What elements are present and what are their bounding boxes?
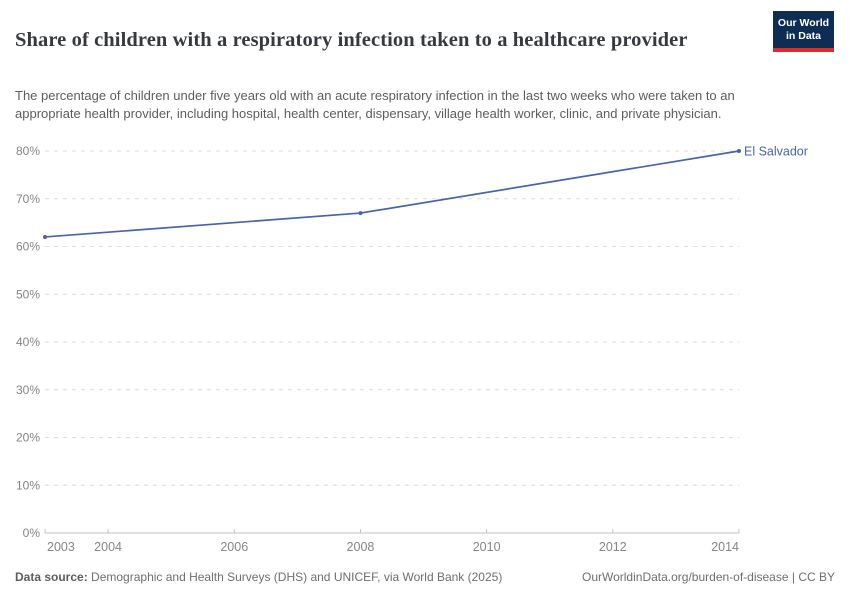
owid-logo: Our World in Data xyxy=(773,11,834,52)
y-tick-label: 50% xyxy=(16,287,40,301)
owid-logo-box: Our World in Data xyxy=(773,11,834,48)
x-tick-label: 2008 xyxy=(347,540,375,554)
x-tick-label: 2004 xyxy=(94,540,122,554)
chart-subtitle: The percentage of children under five ye… xyxy=(15,88,735,121)
data-point xyxy=(43,234,47,239)
owid-logo-red-bar xyxy=(773,48,834,52)
data-source-text: Data source: Demographic and Health Surv… xyxy=(15,570,502,584)
x-tick-label: 2010 xyxy=(473,540,501,554)
data-source-value: Demographic and Health Surveys (DHS) and… xyxy=(87,570,503,584)
y-tick-label: 70% xyxy=(16,192,40,206)
y-tick-label: 80% xyxy=(16,144,40,158)
x-tick-label: 2006 xyxy=(220,540,248,554)
x-tick-label: 2014 xyxy=(711,540,739,554)
chart-footer: Data source: Demographic and Health Surv… xyxy=(15,570,835,584)
series-label: El Salvador xyxy=(744,144,808,158)
data-point xyxy=(737,149,741,153)
owid-logo-line2: in Data xyxy=(785,30,821,42)
owid-logo-line1: Our World xyxy=(777,17,830,29)
series-line xyxy=(44,150,740,238)
data-point xyxy=(358,211,363,216)
y-tick-label: 60% xyxy=(16,240,40,254)
y-tick-label: 30% xyxy=(16,383,40,397)
owid-url-link[interactable]: OurWorldinData.org/burden-of-disease | C… xyxy=(581,570,835,584)
chart-title: Share of children with a respiratory inf… xyxy=(15,28,688,51)
x-tick-label: 2003 xyxy=(47,540,75,554)
line-chart: 0% 10% 20% 30% 40% 50% 60% 70% 80% 2003 2004 2006 20… xyxy=(16,144,808,554)
y-tick-label: 40% xyxy=(16,335,40,349)
y-tick-label: 0% xyxy=(23,526,41,540)
data-source-label: Data source: xyxy=(15,570,88,584)
y-tick-label: 10% xyxy=(16,478,40,492)
x-tick-label: 2012 xyxy=(599,540,627,554)
y-tick-label: 20% xyxy=(16,431,40,445)
